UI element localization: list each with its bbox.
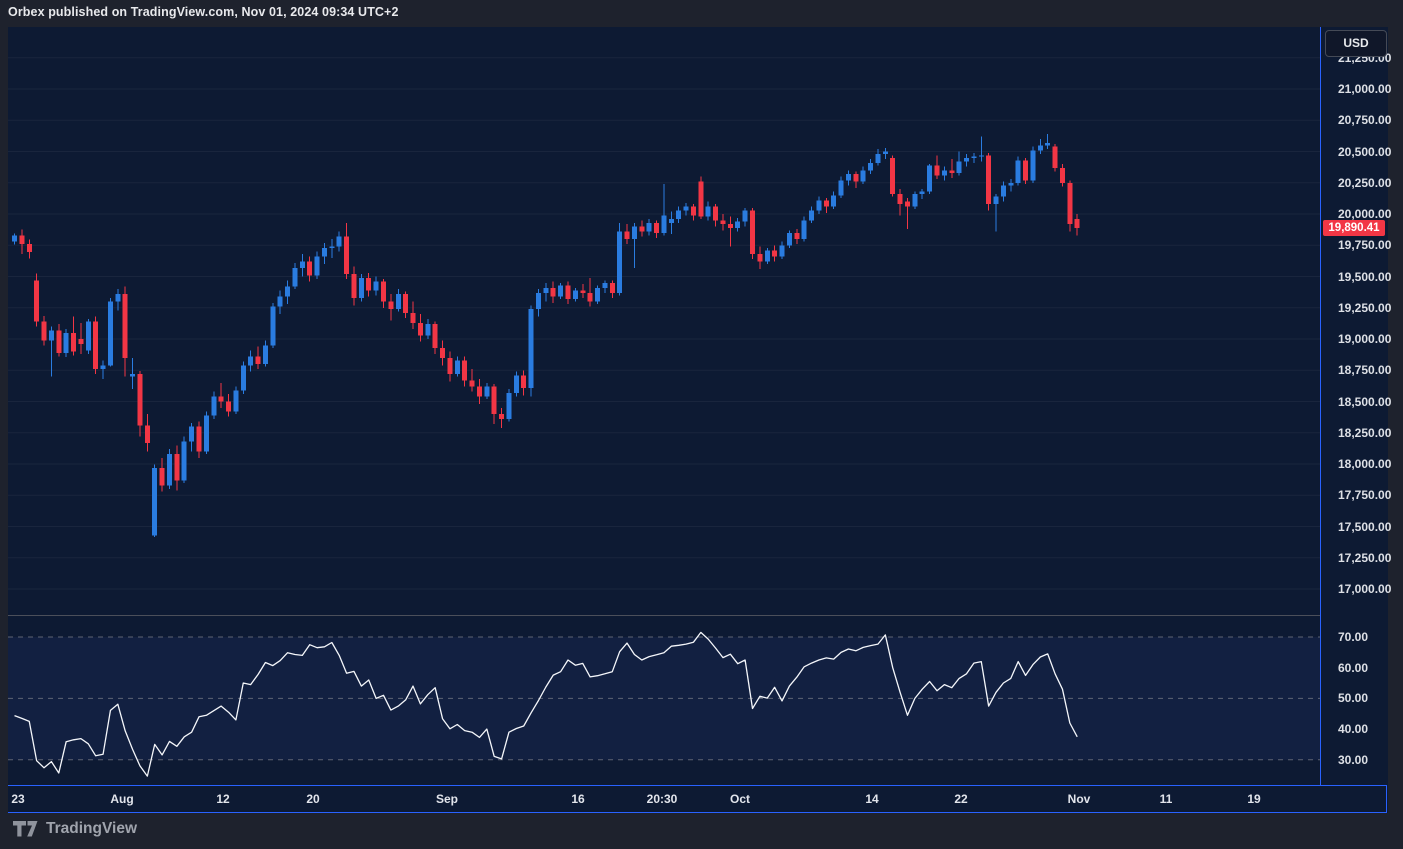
publish-attribution: Orbex published on TradingView.com, Nov … bbox=[8, 5, 399, 19]
price-tick-label: 20,000.00 bbox=[1338, 207, 1392, 221]
price-tick-label: 17,500.00 bbox=[1338, 519, 1392, 534]
price-pane[interactable] bbox=[8, 27, 1320, 615]
price-tick-label: 19,000.00 bbox=[1338, 332, 1392, 346]
price-tick-label: 19,750.00 bbox=[1338, 238, 1392, 253]
time-tick-label: Nov bbox=[1067, 792, 1091, 806]
time-tick-label: Aug bbox=[110, 792, 134, 806]
time-tick-label: 12 bbox=[216, 792, 230, 806]
currency-button[interactable]: USD bbox=[1325, 30, 1387, 57]
price-tick-label: 20,500.00 bbox=[1338, 144, 1392, 159]
rsi-pane[interactable] bbox=[8, 616, 1320, 785]
watermark-label: TradingView bbox=[46, 820, 138, 837]
rsi-canvas[interactable] bbox=[8, 616, 1320, 785]
rsi-tick-label: 70.00 bbox=[1338, 630, 1369, 644]
price-tick-label: 17,000.00 bbox=[1338, 582, 1392, 596]
price-tick-label: 20,250.00 bbox=[1338, 175, 1392, 190]
tradingview-watermark[interactable]: TradingView bbox=[13, 820, 137, 838]
time-tick-label: 19 bbox=[1247, 792, 1261, 806]
price-axis[interactable]: 21,250.00 21,000.00 20,750.00 20,500.00 20,2… bbox=[1320, 27, 1392, 785]
price-tick-label: 19,500.00 bbox=[1338, 269, 1392, 284]
time-axis[interactable]: 23 Aug 12 20 Sep 16 20:30 Oct 14 22 Nov 11 19 bbox=[8, 785, 1387, 813]
rsi-tick-label: 60.00 bbox=[1338, 660, 1369, 675]
price-tick-label: 21,000.00 bbox=[1338, 82, 1392, 96]
candlestick-canvas[interactable] bbox=[8, 27, 1320, 615]
rsi-tick-label: 30.00 bbox=[1338, 752, 1369, 767]
rsi-tick-label: 40.00 bbox=[1338, 722, 1369, 737]
tradingview-logo-icon bbox=[13, 821, 38, 837]
footer-strip: TradingView bbox=[0, 813, 1403, 849]
chart-area: 23 Aug 12 20 Sep 16 20:30 Oct 14 22 Nov 11 19 21,250… bbox=[8, 27, 1392, 813]
time-tick-label: Oct bbox=[729, 792, 751, 806]
time-tick-label: 14 bbox=[865, 792, 879, 806]
price-tick-label: 18,000.00 bbox=[1338, 457, 1392, 471]
time-tick-label: Sep bbox=[435, 792, 459, 806]
rsi-tick-label: 50.00 bbox=[1338, 691, 1369, 706]
price-tick-label: 17,250.00 bbox=[1338, 550, 1392, 565]
time-tick-label: 11 bbox=[1159, 792, 1173, 806]
time-tick-label: 23 bbox=[11, 792, 25, 806]
price-tick-label: 18,250.00 bbox=[1338, 425, 1392, 440]
price-tick-label: 18,500.00 bbox=[1338, 394, 1392, 409]
last-price-badge: 19,890.41 bbox=[1323, 219, 1385, 236]
price-tick-label: 20,750.00 bbox=[1338, 113, 1392, 128]
price-tick-label: 19,250.00 bbox=[1338, 300, 1392, 315]
pane-separator[interactable] bbox=[8, 615, 1320, 616]
price-tick-label: 18,750.00 bbox=[1338, 363, 1392, 378]
publish-bar: Orbex published on TradingView.com, Nov … bbox=[0, 0, 1403, 27]
time-tick-label: 22 bbox=[954, 792, 968, 806]
time-tick-label: 16 bbox=[571, 792, 585, 806]
time-tick-label: 20 bbox=[306, 792, 320, 806]
time-tick-label: 20:30 bbox=[646, 792, 678, 806]
price-tick-label: 17,750.00 bbox=[1338, 488, 1392, 503]
